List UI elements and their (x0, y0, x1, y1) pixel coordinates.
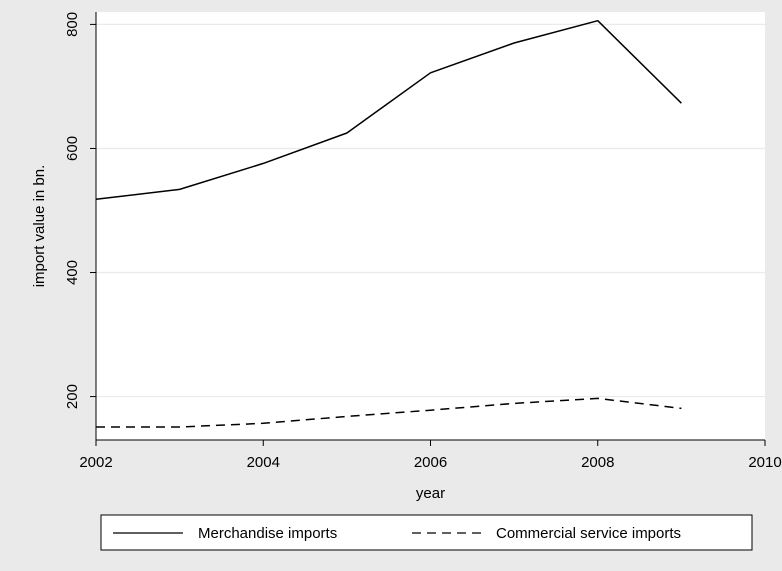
x-tick-label-2002: 2002 (79, 454, 112, 471)
x-tick-label-2008: 2008 (581, 454, 614, 471)
y-tick-label-600: 600 (64, 136, 81, 161)
y-axis-title: import value in bn. (31, 165, 48, 288)
x-tick-label-2006: 2006 (414, 454, 447, 471)
series-line-1 (96, 397, 682, 428)
gridlines (96, 23, 765, 398)
legend-label-merchandise: Merchandise imports (198, 525, 337, 542)
tick-labels: 2002 2004 2006 2008 2010 200 400 600 800 (64, 12, 781, 471)
y-tick-label-800: 800 (64, 12, 81, 37)
x-tick-label-2010: 2010 (748, 454, 781, 471)
y-tick-label-200: 200 (64, 384, 81, 409)
legend: Merchandise imports Commercial service i… (100, 514, 753, 551)
y-tick-label-400: 400 (64, 260, 81, 285)
plot-area (96, 12, 765, 440)
axes (90, 12, 766, 446)
x-tick-label-2004: 2004 (247, 454, 280, 471)
series-lines (95, 19, 682, 428)
x-axis-title: year (416, 485, 445, 502)
series-line-0 (95, 19, 682, 201)
legend-box (100, 514, 753, 551)
legend-label-commercial-service: Commercial service imports (496, 525, 681, 542)
